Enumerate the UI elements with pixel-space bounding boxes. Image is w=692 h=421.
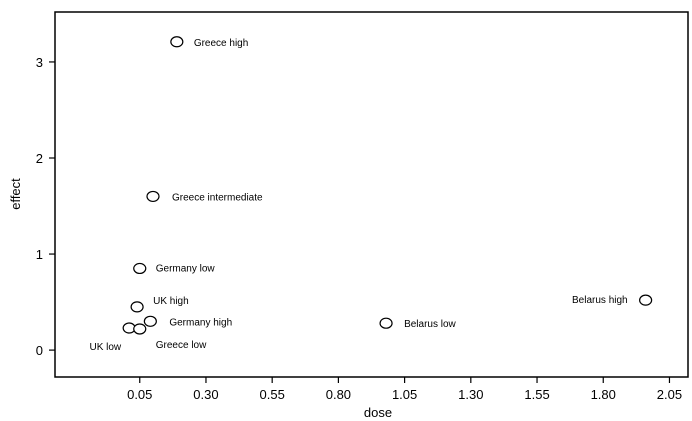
- y-tick-label: 2: [36, 151, 43, 166]
- x-tick-label: 0.30: [193, 387, 218, 402]
- y-tick-label: 1: [36, 247, 43, 262]
- data-point: [639, 294, 653, 306]
- x-tick-label: 1.05: [392, 387, 417, 402]
- point-label: Germany high: [169, 317, 232, 328]
- data-points: [122, 36, 653, 335]
- y-tick-label: 3: [36, 55, 43, 70]
- data-point: [146, 190, 160, 203]
- x-tick-label: 0.80: [326, 387, 351, 402]
- x-tick-label: 0.55: [260, 387, 285, 402]
- x-tick-label: 1.80: [591, 387, 616, 402]
- point-label: Belarus low: [404, 319, 456, 330]
- point-label: Belarus high: [572, 295, 628, 306]
- y-tick-label: 0: [36, 343, 43, 358]
- point-label: Greece high: [194, 38, 248, 49]
- x-tick-label: 2.05: [657, 387, 682, 402]
- data-point: [170, 36, 184, 48]
- data-point: [133, 262, 147, 275]
- plot-frame: [54, 11, 689, 378]
- data-point: [130, 301, 144, 313]
- point-labels: Greece high Greece intermediate Germany lo…: [89, 38, 627, 353]
- y-axis: 0 1 2 3: [36, 55, 55, 358]
- x-tick-label: 1.30: [458, 387, 483, 402]
- x-axis: 0.05 0.30 0.55 0.80 1.05 1.30 1.55 1.80 2.05: [127, 377, 682, 402]
- point-label: Germany low: [156, 263, 216, 274]
- point-label: Greece intermediate: [172, 192, 263, 203]
- x-axis-title: dose: [364, 405, 392, 420]
- y-axis-title: effect: [8, 178, 23, 210]
- point-label: UK high: [153, 296, 189, 307]
- x-tick-label: 1.55: [524, 387, 549, 402]
- data-point: [133, 323, 147, 335]
- point-label: UK low: [89, 342, 121, 353]
- data-point: [143, 315, 157, 327]
- data-point: [379, 317, 393, 329]
- x-tick-label: 0.05: [127, 387, 152, 402]
- point-label: Greece low: [156, 340, 207, 351]
